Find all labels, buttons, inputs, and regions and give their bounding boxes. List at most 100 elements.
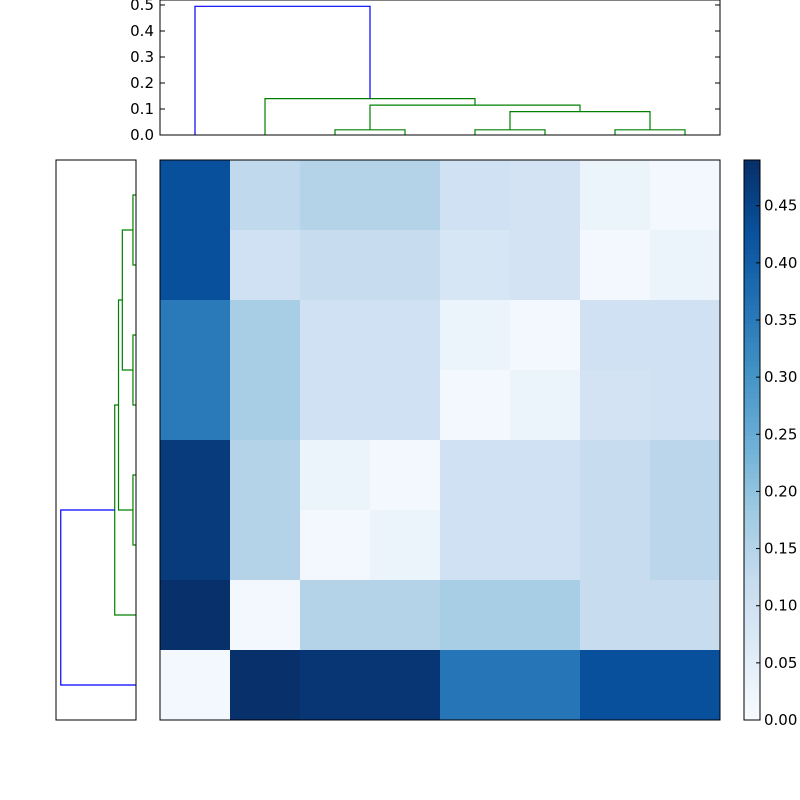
colorbar-segment [744, 183, 760, 189]
colorbar-segment [744, 435, 760, 441]
heatmap-cell [440, 160, 511, 231]
colorbar-segment [744, 552, 760, 558]
heatmap-cell [440, 510, 511, 581]
heatmap-cell [650, 580, 721, 651]
heatmap-cell [440, 370, 511, 441]
colorbar-segment [744, 267, 760, 273]
colorbar-segment [744, 286, 760, 292]
colorbar-segment [744, 570, 760, 576]
colorbar-segment [744, 407, 760, 413]
colorbar-segment [744, 370, 760, 376]
colorbar-segment [744, 505, 760, 511]
colorbar-segment [744, 318, 760, 324]
colorbar-segment [744, 211, 760, 217]
colorbar-segment [744, 589, 760, 595]
colorbar-segment [744, 710, 760, 716]
colorbar-segment [744, 519, 760, 525]
colorbar-segment [744, 192, 760, 198]
colorbar-segment [744, 379, 760, 385]
heatmap-cell [370, 440, 441, 511]
colorbar-segment [744, 687, 760, 693]
heatmap-cell [440, 580, 511, 651]
heatmap-cell [300, 650, 371, 721]
colorbar-segment [744, 281, 760, 287]
colorbar-segment [744, 342, 760, 348]
colorbar-segment [744, 594, 760, 600]
heatmap-cell [580, 370, 651, 441]
colorbar-segment [744, 220, 760, 226]
colorbar-tick-label: 0.40 [764, 254, 797, 272]
colorbar-segment [744, 398, 760, 404]
colorbar-segment [744, 444, 760, 450]
colorbar: 0.00 0.05 0.10 0.15 0.20 0.25 0.30 0.35 0.40 0.45 [743, 159, 797, 729]
colorbar-segment [744, 300, 760, 306]
heatmap-cell [160, 580, 231, 651]
heatmap-cell [230, 300, 301, 371]
colorbar-segment [744, 496, 760, 502]
colorbar-segment [744, 332, 760, 338]
left-dendrogram-frame [55, 159, 137, 721]
heatmap-cell [510, 510, 581, 581]
colorbar-segment [744, 654, 760, 660]
heatmap-cell [580, 650, 651, 721]
colorbar-frame [743, 159, 761, 721]
heatmap-cell [510, 580, 581, 651]
heatmap-cell [580, 160, 651, 231]
heatmap-cell [510, 160, 581, 231]
y-tick-label: 0.2 [130, 74, 154, 92]
dendrogram-link [121, 229, 133, 371]
heatmap-cell [370, 650, 441, 721]
colorbar-segment [744, 365, 760, 371]
heatmap-cell [370, 300, 441, 371]
colorbar-segment [744, 510, 760, 516]
heatmap-cell [160, 300, 231, 371]
y-tick-label: 0.1 [130, 100, 154, 118]
colorbar-segment [744, 566, 760, 572]
colorbar-tick-label: 0.20 [764, 482, 797, 500]
colorbar-segment [744, 164, 760, 170]
dendrogram-link [509, 110, 651, 130]
colorbar-segment [744, 524, 760, 530]
colorbar-segment [744, 612, 760, 618]
colorbar-segment [744, 668, 760, 674]
heatmap-cell [580, 510, 651, 581]
heatmap-cell [230, 510, 301, 581]
colorbar-segment [744, 430, 760, 436]
colorbar-segment [744, 351, 760, 357]
colorbar-segment [744, 715, 760, 721]
colorbar-segment [744, 631, 760, 637]
heatmap-cell [440, 300, 511, 371]
colorbar-segment [744, 160, 760, 166]
colorbar-segment [744, 556, 760, 562]
heatmap-cell [230, 440, 301, 511]
colorbar-segment [744, 482, 760, 488]
dendrogram-link [474, 129, 546, 135]
colorbar-tick-label: 0.10 [764, 597, 797, 615]
heatmap-cell [230, 650, 301, 721]
colorbar-segment [744, 472, 760, 478]
colorbar-segment [744, 388, 760, 394]
colorbar-segment [744, 664, 760, 670]
heatmap-cell [300, 580, 371, 651]
colorbar-segment [744, 356, 760, 362]
colorbar-segment [744, 244, 760, 250]
heatmap-cell [370, 370, 441, 441]
colorbar-segment [744, 169, 760, 175]
heatmap-cell [230, 370, 301, 441]
y-tick-label: 0.0 [130, 126, 154, 144]
heatmap-cell [230, 580, 301, 651]
colorbar-segment [744, 239, 760, 245]
heatmap-cell [160, 510, 231, 581]
heatmap-cell [440, 440, 511, 511]
colorbar-segment [744, 384, 760, 390]
colorbar-segment [744, 328, 760, 334]
colorbar-segment [744, 360, 760, 366]
y-tick-label: 0.5 [130, 0, 154, 14]
colorbar-segment [744, 538, 760, 544]
heatmap-cell [510, 230, 581, 301]
heatmap-cell [650, 300, 721, 371]
colorbar-segment [744, 463, 760, 469]
heatmap-cell [370, 580, 441, 651]
colorbar-segment [744, 650, 760, 656]
